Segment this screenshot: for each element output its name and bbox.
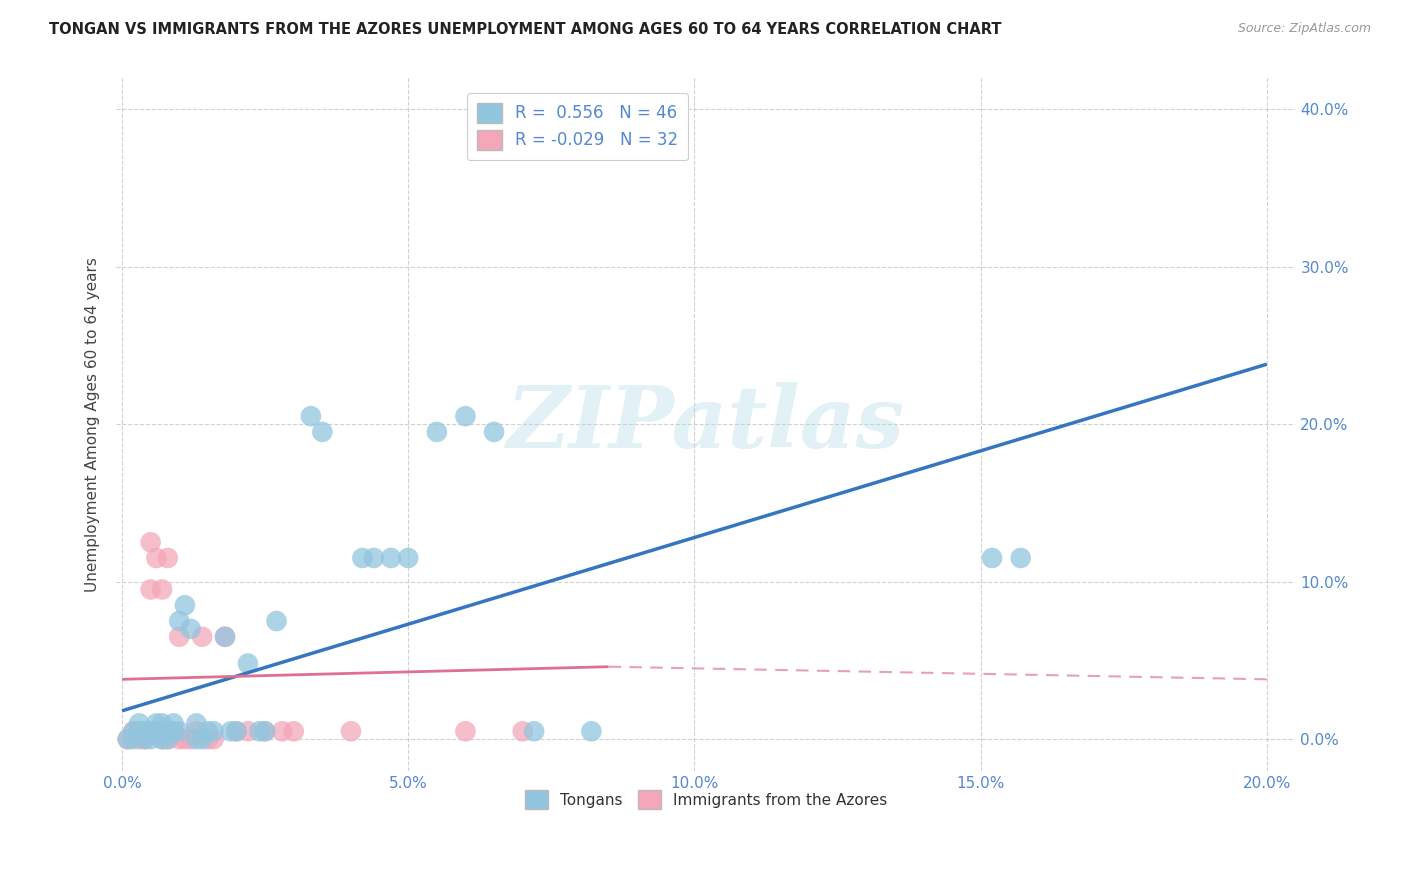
Point (225, 724, 247, 739)
Text: TONGAN VS IMMIGRANTS FROM THE AZORES UNEMPLOYMENT AMONG AGES 60 TO 64 YEARS CORR: TONGAN VS IMMIGRANTS FROM THE AZORES UNE… (49, 22, 1001, 37)
Point (186, 724, 208, 739)
Point (174, 732, 197, 747)
Y-axis label: Unemployment Among Ages 60 to 64 years: Unemployment Among Ages 60 to 64 years (86, 257, 100, 591)
Point (156, 732, 179, 747)
Point (426, 425, 449, 439)
Point (128, 716, 150, 731)
Point (162, 724, 184, 739)
Point (352, 551, 374, 566)
Point (162, 716, 184, 731)
Point (454, 724, 477, 739)
Point (134, 732, 156, 747)
Point (981, 551, 1004, 566)
Point (512, 724, 534, 739)
Point (167, 614, 190, 628)
Point (219, 724, 242, 739)
Point (145, 724, 167, 739)
Point (139, 535, 162, 549)
Point (202, 724, 225, 739)
Point (156, 551, 179, 566)
Point (266, 614, 288, 628)
Point (128, 724, 150, 739)
Point (134, 724, 156, 739)
Point (134, 732, 156, 747)
Point (139, 582, 162, 597)
Point (202, 732, 225, 747)
Point (167, 630, 190, 644)
Point (299, 409, 322, 424)
Point (150, 732, 173, 747)
Point (128, 732, 150, 747)
Point (214, 630, 236, 644)
Point (214, 630, 236, 644)
Point (117, 732, 139, 747)
Point (581, 724, 603, 739)
Text: ZIPatlas: ZIPatlas (506, 383, 905, 466)
Point (150, 732, 173, 747)
Point (117, 732, 139, 747)
Point (145, 551, 167, 566)
Point (197, 732, 219, 747)
Point (167, 724, 190, 739)
Point (150, 582, 173, 597)
Point (236, 657, 259, 671)
Point (167, 732, 190, 747)
Point (174, 599, 197, 613)
Point (150, 716, 173, 731)
Point (380, 551, 402, 566)
Point (283, 724, 305, 739)
Point (156, 724, 179, 739)
Point (363, 551, 385, 566)
Point (122, 724, 145, 739)
Point (311, 425, 333, 439)
Point (197, 724, 219, 739)
Point (156, 732, 179, 747)
Point (180, 622, 202, 636)
Point (340, 724, 363, 739)
Point (191, 630, 214, 644)
Point (254, 724, 277, 739)
Text: Source: ZipAtlas.com: Source: ZipAtlas.com (1237, 22, 1371, 36)
Point (134, 724, 156, 739)
Point (236, 724, 259, 739)
Point (122, 732, 145, 747)
Point (186, 732, 208, 747)
Point (191, 732, 214, 747)
Point (186, 716, 208, 731)
Legend: Tongans, Immigrants from the Azores: Tongans, Immigrants from the Azores (519, 784, 893, 815)
Point (128, 724, 150, 739)
Point (162, 724, 184, 739)
Point (454, 409, 477, 424)
Point (145, 724, 167, 739)
Point (180, 732, 202, 747)
Point (139, 724, 162, 739)
Point (254, 724, 277, 739)
Point (247, 724, 270, 739)
Point (482, 425, 505, 439)
Point (396, 551, 419, 566)
Point (523, 724, 546, 739)
Point (225, 724, 247, 739)
Point (145, 716, 167, 731)
Point (1010, 551, 1032, 566)
Point (139, 732, 162, 747)
Point (122, 724, 145, 739)
Point (271, 724, 294, 739)
